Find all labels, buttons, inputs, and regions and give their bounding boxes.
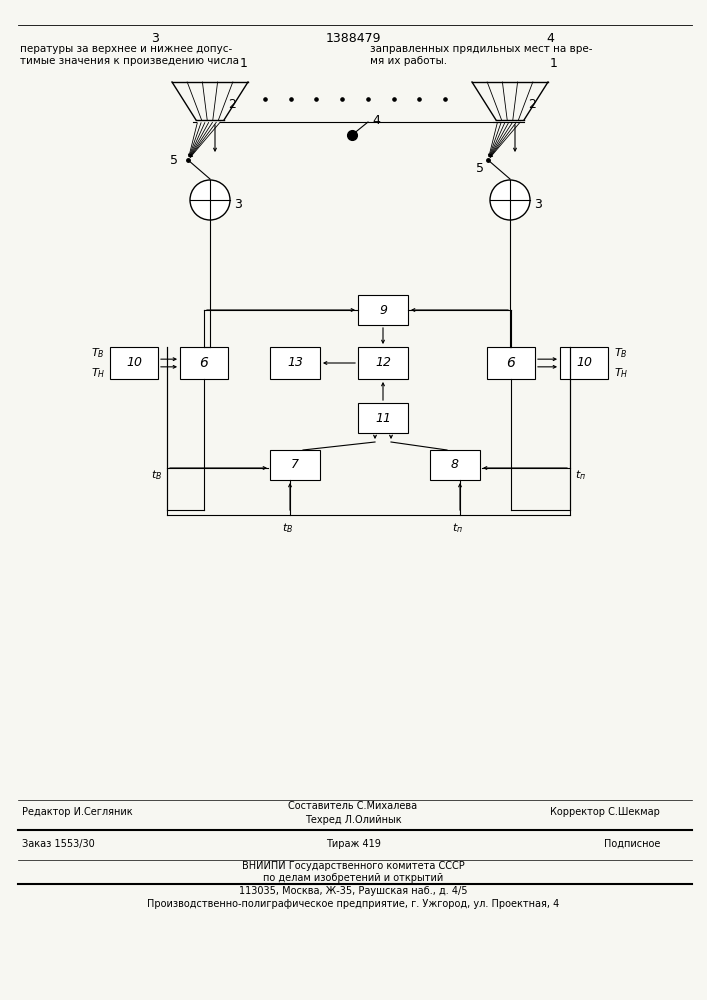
Text: 8: 8	[451, 458, 459, 472]
Text: 13: 13	[287, 357, 303, 369]
Text: $T_B$: $T_B$	[614, 346, 628, 360]
Text: Заказ 1553/30: Заказ 1553/30	[22, 839, 95, 849]
Text: 6: 6	[506, 356, 515, 370]
Text: 3: 3	[234, 198, 242, 212]
Text: Техред Л.Олийнык: Техред Л.Олийнык	[305, 815, 402, 825]
Text: 11: 11	[375, 412, 391, 424]
Text: 10: 10	[126, 357, 142, 369]
Bar	[358, 347, 408, 379]
Bar	[180, 347, 228, 379]
Text: $t_п$: $t_п$	[575, 468, 586, 482]
Text: мя их работы.: мя их работы.	[370, 56, 447, 66]
Bar	[358, 295, 408, 325]
Text: 5: 5	[170, 153, 178, 166]
Text: Тираж 419: Тираж 419	[325, 839, 380, 849]
Text: пературы за верхнее и нижнее допус-: пературы за верхнее и нижнее допус-	[20, 44, 233, 54]
Text: 2: 2	[528, 99, 536, 111]
Text: Подписное: Подписное	[604, 839, 660, 849]
Bar	[358, 403, 408, 433]
Text: тимые значения к произведению числа: тимые значения к произведению числа	[20, 56, 239, 66]
Text: 10: 10	[576, 357, 592, 369]
Text: 3: 3	[151, 32, 159, 45]
Text: 113035, Москва, Ж-35, Раушская наб., д. 4/5: 113035, Москва, Ж-35, Раушская наб., д. …	[239, 886, 467, 896]
Text: $t_B$: $t_B$	[282, 521, 293, 535]
Text: 1: 1	[240, 57, 248, 70]
Bar	[110, 347, 158, 379]
Text: Составитель С.Михалева: Составитель С.Михалева	[288, 801, 418, 811]
Text: по делам изобретений и открытий: по делам изобретений и открытий	[263, 873, 443, 883]
Text: 6: 6	[199, 356, 209, 370]
Text: $T_B$: $T_B$	[91, 346, 105, 360]
Circle shape	[490, 180, 530, 220]
Text: $T_H$: $T_H$	[614, 366, 629, 380]
Text: 4: 4	[372, 114, 380, 127]
Text: 2: 2	[228, 99, 236, 111]
Text: 5: 5	[476, 161, 484, 174]
Text: $t_п$: $t_п$	[452, 521, 464, 535]
Text: $t_B$: $t_B$	[151, 468, 162, 482]
Bar	[487, 347, 535, 379]
Text: Редактор И.Сегляник: Редактор И.Сегляник	[22, 807, 133, 817]
Text: 12: 12	[375, 357, 391, 369]
Text: 4: 4	[546, 32, 554, 45]
Text: ВНИИПИ Государственного комитета СССР: ВНИИПИ Государственного комитета СССР	[242, 861, 464, 871]
Text: $T_H$: $T_H$	[90, 366, 105, 380]
Text: 1388479: 1388479	[325, 32, 381, 45]
Text: Корректор С.Шекмар: Корректор С.Шекмар	[550, 807, 660, 817]
Text: 7: 7	[291, 458, 299, 472]
Text: заправленных прядильных мест на вре-: заправленных прядильных мест на вре-	[370, 44, 592, 54]
Text: 9: 9	[379, 304, 387, 316]
Bar	[270, 450, 320, 480]
Circle shape	[190, 180, 230, 220]
Bar	[560, 347, 608, 379]
Bar	[270, 347, 320, 379]
Text: 1: 1	[550, 57, 558, 70]
Bar	[430, 450, 480, 480]
Text: 3: 3	[534, 198, 542, 212]
Text: Производственно-полиграфическое предприятие, г. Ужгород, ул. Проектная, 4: Производственно-полиграфическое предприя…	[147, 899, 559, 909]
